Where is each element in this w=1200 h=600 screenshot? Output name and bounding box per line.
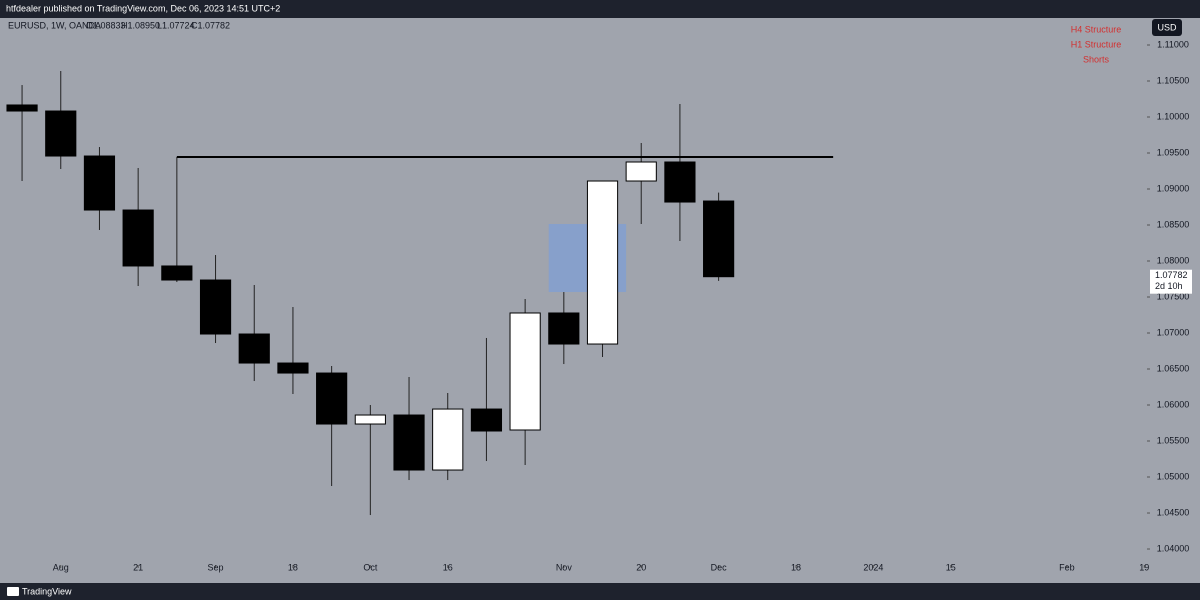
y-tick-label: 1.10500 (1157, 75, 1190, 85)
x-tick-label: Dec (711, 562, 728, 572)
candle-body (199, 279, 232, 335)
ohlc-high: H1.08950 (121, 20, 160, 30)
candle-body (509, 312, 541, 431)
y-tick-label: 1.06000 (1157, 399, 1190, 409)
candle-body (432, 408, 464, 471)
x-tick-label: 21 (133, 562, 143, 572)
candle-body (316, 372, 348, 425)
x-tick-label: Nov (556, 562, 573, 572)
y-tick-label: 1.08000 (1157, 255, 1190, 265)
header: htfdealer published on TradingView.com, … (6, 3, 280, 13)
logo-icon (7, 587, 19, 596)
y-tick-label: 1.09000 (1157, 183, 1190, 193)
x-tick-label: 18 (791, 562, 801, 572)
candle-body (664, 161, 696, 203)
bottom-bar (0, 583, 1200, 600)
currency-box[interactable] (1152, 19, 1182, 36)
candle-body (6, 104, 38, 112)
candle-body (703, 200, 735, 278)
y-tick-label: 1.08500 (1157, 219, 1190, 229)
y-tick-label: 1.04000 (1157, 543, 1190, 553)
y-tick-label: 1.07500 (1157, 291, 1190, 301)
x-tick-label: Oct (363, 562, 378, 572)
candle-body (238, 333, 270, 364)
x-tick-label: Sep (208, 562, 224, 572)
ohlc-close: C1.07782 (191, 20, 230, 30)
candle-body (586, 180, 619, 345)
top-bar (0, 0, 1200, 18)
brand: TradingView (22, 586, 72, 596)
candle-body (393, 414, 425, 471)
y-tick-label: 1.06500 (1157, 363, 1190, 373)
candle-body (45, 110, 77, 157)
candle-body (354, 414, 386, 425)
candle-body (548, 312, 580, 345)
x-tick-label: 15 (946, 562, 956, 572)
ohlc-low: L1.07724 (157, 20, 195, 30)
candle-body (470, 408, 503, 432)
y-tick-label: 1.07000 (1157, 327, 1190, 337)
countdown: 2d 10h (1155, 281, 1183, 291)
candle-body (625, 161, 657, 182)
annotation: H4 Structure (1071, 24, 1122, 34)
x-tick-label: 20 (636, 562, 646, 572)
y-tick-label: 1.09500 (1157, 147, 1190, 157)
y-tick-label: 1.11000 (1157, 39, 1189, 49)
currency: USD (1157, 22, 1177, 32)
y-tick-label: 1.05500 (1157, 435, 1190, 445)
last-price: 1.07782 (1155, 270, 1188, 280)
symbol: EURUSD, 1W, OANDA (8, 20, 101, 30)
x-tick-label: 16 (443, 562, 453, 572)
annotation: H1 Structure (1071, 39, 1122, 49)
y-tick-label: 1.05000 (1157, 471, 1190, 481)
ohlc-open: O1.08833 (86, 20, 126, 30)
y-tick-label: 1.04500 (1157, 507, 1190, 517)
annotation: Shorts (1083, 54, 1110, 64)
x-tick-label: Aug (53, 562, 69, 572)
candle-body (122, 209, 154, 267)
y-tick-label: 1.10000 (1157, 111, 1190, 121)
x-tick-label: 19 (1139, 562, 1149, 572)
candle-body (83, 155, 116, 211)
last-price-box (1150, 269, 1192, 294)
candle-body (161, 265, 193, 281)
candle-body (277, 362, 309, 374)
x-tick-label: 2024 (863, 562, 883, 572)
x-tick-label: 18 (288, 562, 298, 572)
x-tick-label: Feb (1059, 562, 1075, 572)
